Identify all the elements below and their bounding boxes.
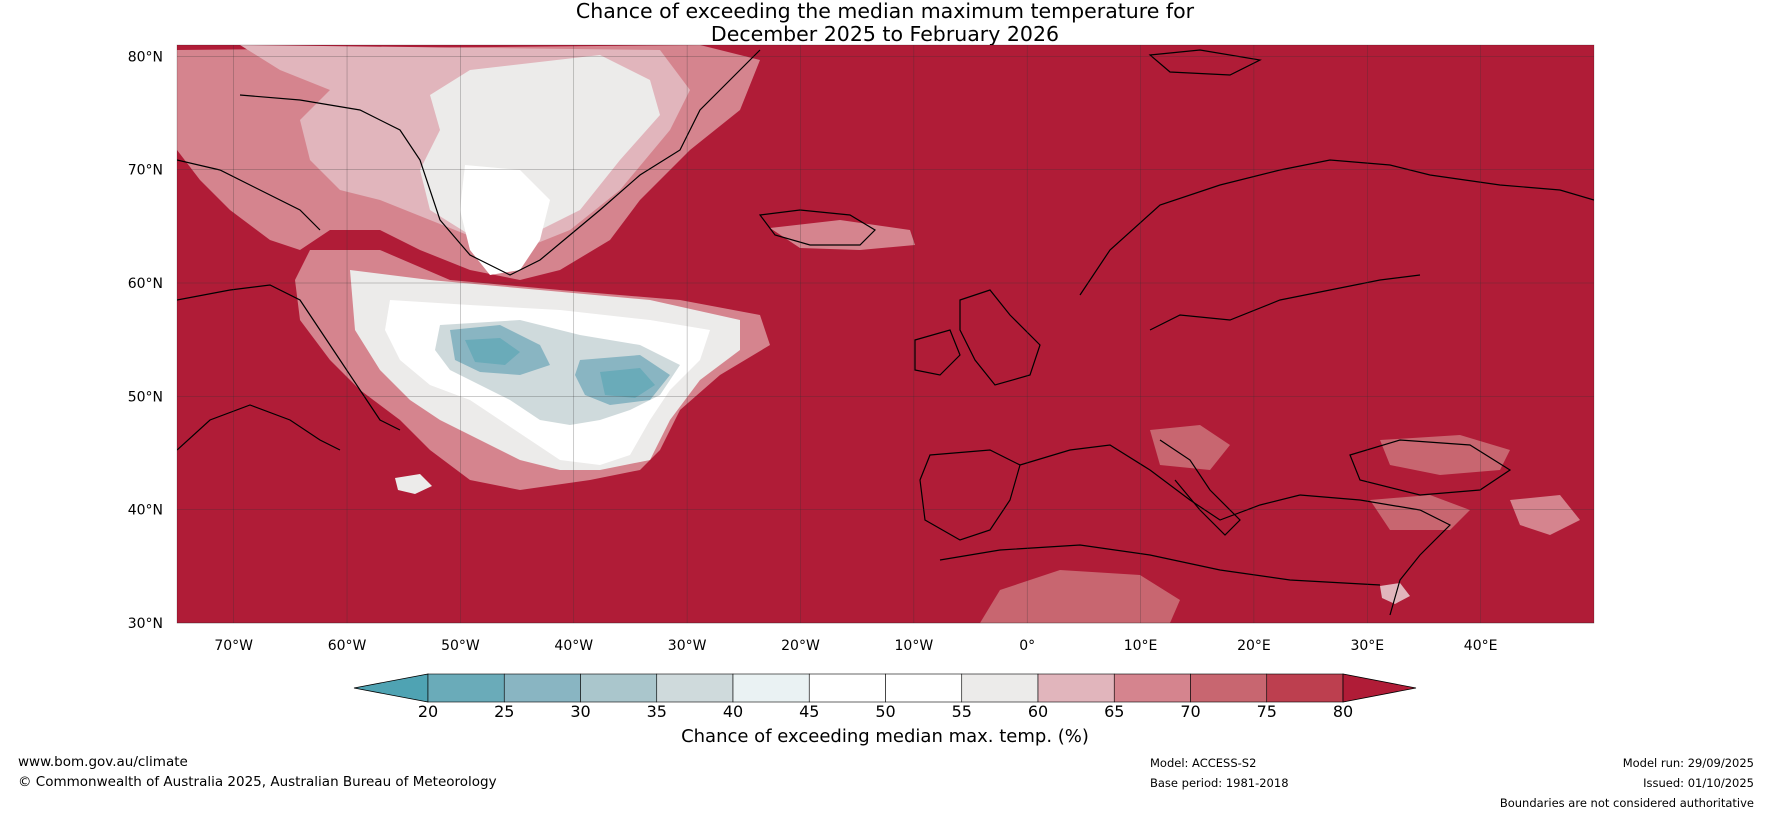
colorbar-tick-label: 65	[1104, 702, 1125, 721]
longitude-label: 30°E	[1350, 638, 1384, 654]
latitude-label: 80°N	[128, 49, 163, 65]
disclaimer-text: Boundaries are not considered authoritat…	[1499, 796, 1754, 810]
longitude-label: 60°W	[328, 638, 367, 654]
contour-75-turkey	[1370, 495, 1470, 530]
longitude-labels: 70°W 60°W 50°W 40°W 30°W 20°W 10°W 0° 10°E 20°E 30…	[214, 638, 1497, 654]
colorbar-tick-label: 25	[494, 702, 515, 721]
colorbar-tick-label: 35	[646, 702, 667, 721]
colorbar-segment	[656, 673, 734, 703]
colorbar-over-arrow	[1342, 673, 1417, 703]
colorbar	[353, 673, 1417, 703]
contour-75-mediterranean	[980, 570, 1180, 623]
colorbar-tick-label: 80	[1332, 702, 1354, 721]
longitude-label: 40°E	[1464, 638, 1498, 654]
colorbar-tick-label: 60	[1027, 702, 1049, 721]
latitude-labels: 80°N 70°N 60°N 50°N 40°N 30°N	[128, 49, 163, 632]
latitude-label: 40°N	[128, 503, 163, 519]
labrador-coastline	[177, 284, 401, 431]
contour-50-greenland	[460, 165, 550, 275]
north-america-east-coastline	[177, 404, 341, 451]
longitude-label: 30°W	[668, 638, 707, 654]
british-isles-coastline	[959, 289, 1041, 386]
italy-coastline	[1159, 439, 1241, 536]
copyright-text: © Commonwealth of Australia 2025, Austra…	[18, 774, 497, 790]
baltic-coastline	[1149, 274, 1421, 331]
colorbar-segment	[1266, 673, 1344, 703]
contour-25-east	[600, 368, 655, 398]
colorbar-tick-label: 70	[1180, 702, 1201, 721]
colorbar-under-arrow	[353, 673, 429, 703]
title-line-2: December 2025 to February 2026	[710, 22, 1060, 46]
colorbar-tick-label: 75	[1256, 702, 1277, 721]
longitude-label: 20°W	[781, 638, 820, 654]
coastlines	[177, 49, 1594, 616]
latitude-label: 50°N	[128, 389, 163, 405]
map-title: Chance of exceeding the median maximum t…	[0, 0, 1770, 46]
colorbar-title: Chance of exceeding median max. temp. (%…	[681, 726, 1089, 747]
colorbar-segment	[503, 673, 581, 703]
colorbar-tick-label: 40	[722, 702, 744, 721]
longitude-label: 10°E	[1124, 638, 1158, 654]
colorbar-segment	[732, 673, 810, 703]
contour-65-newfoundland-south	[395, 474, 432, 494]
colorbar-segment	[808, 673, 886, 703]
longitude-label: 0°	[1019, 638, 1035, 654]
website-text: www.bom.gov.au/climate	[18, 754, 188, 770]
latitude-label: 60°N	[128, 276, 163, 292]
iberia-coastline	[919, 449, 1021, 541]
colorbar-tick-label: 20	[417, 702, 439, 721]
contour-75-balkans	[1150, 425, 1230, 470]
colorbar-segment	[885, 673, 963, 703]
mediterranean-north-coastline	[1019, 444, 1301, 521]
svalbard-coastline	[1148, 49, 1262, 76]
contour-70-iceland	[770, 220, 915, 250]
contour-65-levant	[1380, 583, 1410, 604]
contour-70-caucasus	[1510, 495, 1580, 535]
greenland-coastline	[239, 49, 761, 276]
colorbar-tick-label: 55	[951, 702, 972, 721]
latitude-label: 30°N	[128, 616, 163, 632]
graticule	[177, 45, 1594, 624]
longitude-label: 20°E	[1237, 638, 1271, 654]
colorbar-segment	[1113, 673, 1191, 703]
turkey-levant-coastline	[1299, 494, 1452, 616]
model-text: Model: ACCESS-S2	[1150, 756, 1257, 770]
longitude-label: 70°W	[214, 638, 253, 654]
scandinavia-coastline	[1079, 159, 1594, 296]
map-frame	[176, 44, 1595, 624]
baffin-coastline	[177, 159, 321, 231]
colorbar-tick-label: 50	[875, 702, 896, 721]
longitude-label: 40°W	[554, 638, 593, 654]
contour-25-west	[465, 338, 520, 365]
north-africa-coastline	[939, 544, 1381, 586]
iceland-coastline	[758, 209, 876, 246]
colorbar-segment	[1190, 673, 1268, 703]
model-run-text: Model run: 29/09/2025	[1622, 756, 1754, 770]
temperature-contours	[177, 45, 1580, 623]
colorbar-segment	[961, 673, 1039, 703]
base-period-text: Base period: 1981-2018	[1150, 776, 1289, 790]
issued-text: Issued: 01/10/2025	[1643, 776, 1754, 790]
colorbar-tick-label: 45	[799, 702, 820, 721]
ireland-coastline	[914, 329, 961, 376]
colorbar-segment	[427, 673, 505, 703]
colorbar-segment	[580, 673, 658, 703]
latitude-label: 70°N	[128, 163, 163, 179]
black-sea-coastline	[1349, 439, 1512, 496]
colorbar-tick-label: 30	[570, 702, 591, 721]
longitude-label: 50°W	[441, 638, 480, 654]
title-line-1: Chance of exceeding the median maximum t…	[575, 0, 1195, 23]
contour-75-black-sea	[1380, 435, 1510, 475]
colorbar-segment	[1037, 673, 1115, 703]
longitude-label: 10°W	[895, 638, 934, 654]
